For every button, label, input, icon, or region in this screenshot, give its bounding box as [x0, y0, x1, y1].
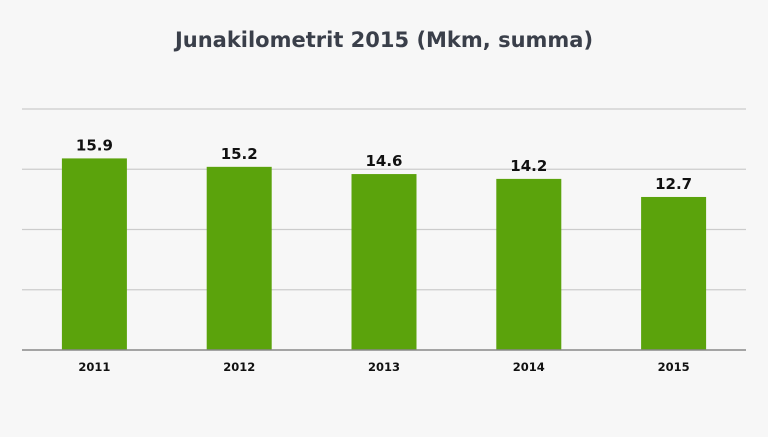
x-tick-2012: 2012 [223, 360, 255, 374]
bar-2013 [351, 174, 417, 350]
chart-title: Junakilometrit 2015 (Mkm, summa) [174, 28, 594, 52]
data-label-2012: 15.2 [221, 145, 258, 163]
data-label-2015: 12.7 [655, 175, 692, 193]
bar-2015 [641, 196, 707, 350]
bar-2011 [61, 158, 127, 350]
x-tick-2013: 2013 [368, 360, 400, 374]
x-tick-2011: 2011 [78, 360, 110, 374]
bar-2012 [206, 166, 272, 350]
bar-2014 [496, 178, 562, 350]
value-labels: 15.9 15.2 14.6 14.2 12.7 [76, 136, 692, 193]
bars [61, 158, 707, 350]
data-label-2014: 14.2 [510, 157, 547, 175]
x-tick-2014: 2014 [513, 360, 545, 374]
x-tick-2015: 2015 [658, 360, 690, 374]
data-label-2011: 15.9 [76, 136, 113, 154]
x-tick-labels: 2011 2012 2013 2014 2015 [78, 360, 689, 374]
data-label-2013: 14.6 [365, 152, 402, 170]
